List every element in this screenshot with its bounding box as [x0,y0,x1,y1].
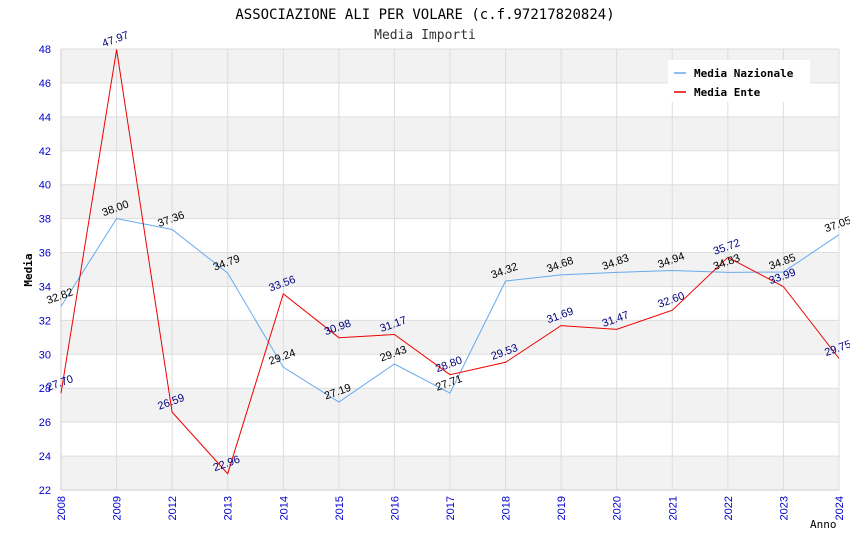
x-tick-label: 2014 [278,496,290,520]
x-tick-label: 2018 [501,496,513,520]
y-tick-label: 38 [39,214,51,226]
y-axis-label: Media [22,253,35,286]
x-tick-label: 2023 [778,496,790,520]
x-tick-label: 2019 [556,496,568,520]
x-tick-label: 2017 [445,496,457,520]
y-tick-label: 48 [39,44,51,56]
legend-label: Media Nazionale [694,67,794,80]
legend: Media Nazionale Media Ente [668,60,810,102]
y-tick-label: 22 [39,485,51,497]
x-tick-label: 2020 [612,496,624,520]
x-tick-label: 2021 [667,496,679,520]
data-label-ente: 32.60 [656,290,686,311]
y-tick-label: 42 [39,146,51,158]
chart-subtitle: Media Importi [374,28,476,43]
y-tick-label: 28 [39,383,51,395]
y-tick-label: 32 [39,315,51,327]
data-label-ente: 47.97 [101,29,131,50]
y-tick-label: 46 [39,78,51,90]
y-tick-label: 34 [39,281,51,293]
series-lines [60,49,840,475]
x-tick-label: 2016 [389,496,401,520]
x-tick-label: 2022 [723,496,735,520]
series-line-media-ente [60,49,840,475]
y-tick-label: 44 [39,112,51,124]
x-tick-label: 2012 [167,496,179,520]
x-tick-label: 2009 [112,496,124,520]
y-tick-label: 30 [39,349,51,361]
legend-box [668,60,810,102]
series-line-media-nazionale [60,218,840,403]
x-tick-label: 2015 [334,496,346,520]
x-tick-label: 2024 [834,496,846,520]
legend-label: Media Ente [694,86,761,99]
axes: 22 24 26 28 30 32 34 36 38 40 42 44 46 48 2008 2009 2012… [39,44,846,520]
y-tick-label: 24 [39,451,51,463]
chart-title: ASSOCIAZIONE ALI PER VOLARE (c.f.9721782… [235,7,614,23]
x-axis-label: Anno [810,518,837,531]
y-tick-label: 36 [39,248,51,260]
x-tick-label: 2008 [56,496,68,520]
y-tick-label: 26 [39,417,51,429]
x-tick-label: 2013 [223,496,235,520]
y-tick-label: 40 [39,180,51,192]
